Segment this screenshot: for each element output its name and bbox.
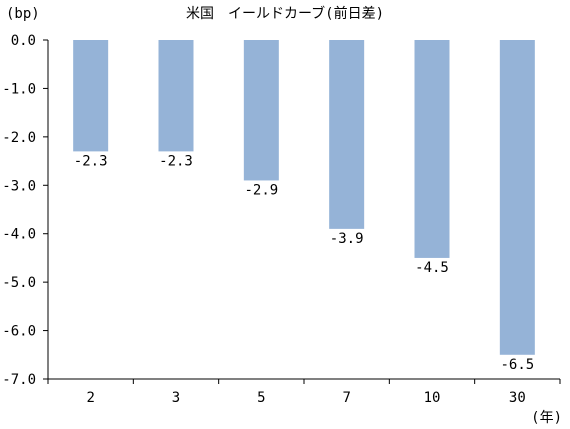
data-labels: -2.3 -2.3 -2.9 -3.9 -4.5 -6.5 [74,153,534,372]
y-tick-label: 0.0 [11,33,36,49]
y-axis: 0.0 -1.0 -2.0 -3.0 -4.0 -5.0 -6.0 -7.0 [2,33,49,388]
y-tick-label: -1.0 [2,81,36,97]
y-tick-label: -7.0 [2,372,36,388]
x-tick-label: 10 [424,390,441,406]
bar-2 [73,40,109,152]
data-label-7: -3.9 [330,231,364,247]
chart-title: 米国 イールドカーブ(前日差) [186,5,384,22]
x-tick-label: 5 [257,390,265,406]
bar-3 [158,40,194,152]
x-axis: 2 3 5 7 10 30 [47,378,561,406]
y-tick-label: -3.0 [2,178,36,194]
y-axis-unit-label: (bp) [6,6,40,22]
y-ticks: 0.0 -1.0 -2.0 -3.0 -4.0 -5.0 -6.0 -7.0 [2,33,48,388]
data-label-3: -2.3 [159,153,193,169]
y-tick-label: -5.0 [2,275,36,291]
bar-10 [414,40,450,258]
x-tick-label: 2 [86,390,94,406]
bars [73,40,535,355]
bar-5 [243,40,279,181]
y-tick-label: -4.0 [2,227,36,243]
x-tick-label: 7 [342,390,350,406]
data-label-30: -6.5 [500,357,534,373]
data-label-2: -2.3 [74,153,108,169]
data-label-5: -2.9 [244,182,278,198]
x-tick-label: 3 [172,390,180,406]
bar-7 [329,40,365,229]
x-axis-unit-label: (年) [531,410,562,426]
y-tick-label: -2.0 [2,130,36,146]
y-tick-label: -6.0 [2,324,36,340]
data-label-10: -4.5 [415,260,449,276]
x-ticks: 2 3 5 7 10 30 [47,379,561,406]
bar-30 [499,40,535,355]
x-tick-label: 30 [509,390,526,406]
